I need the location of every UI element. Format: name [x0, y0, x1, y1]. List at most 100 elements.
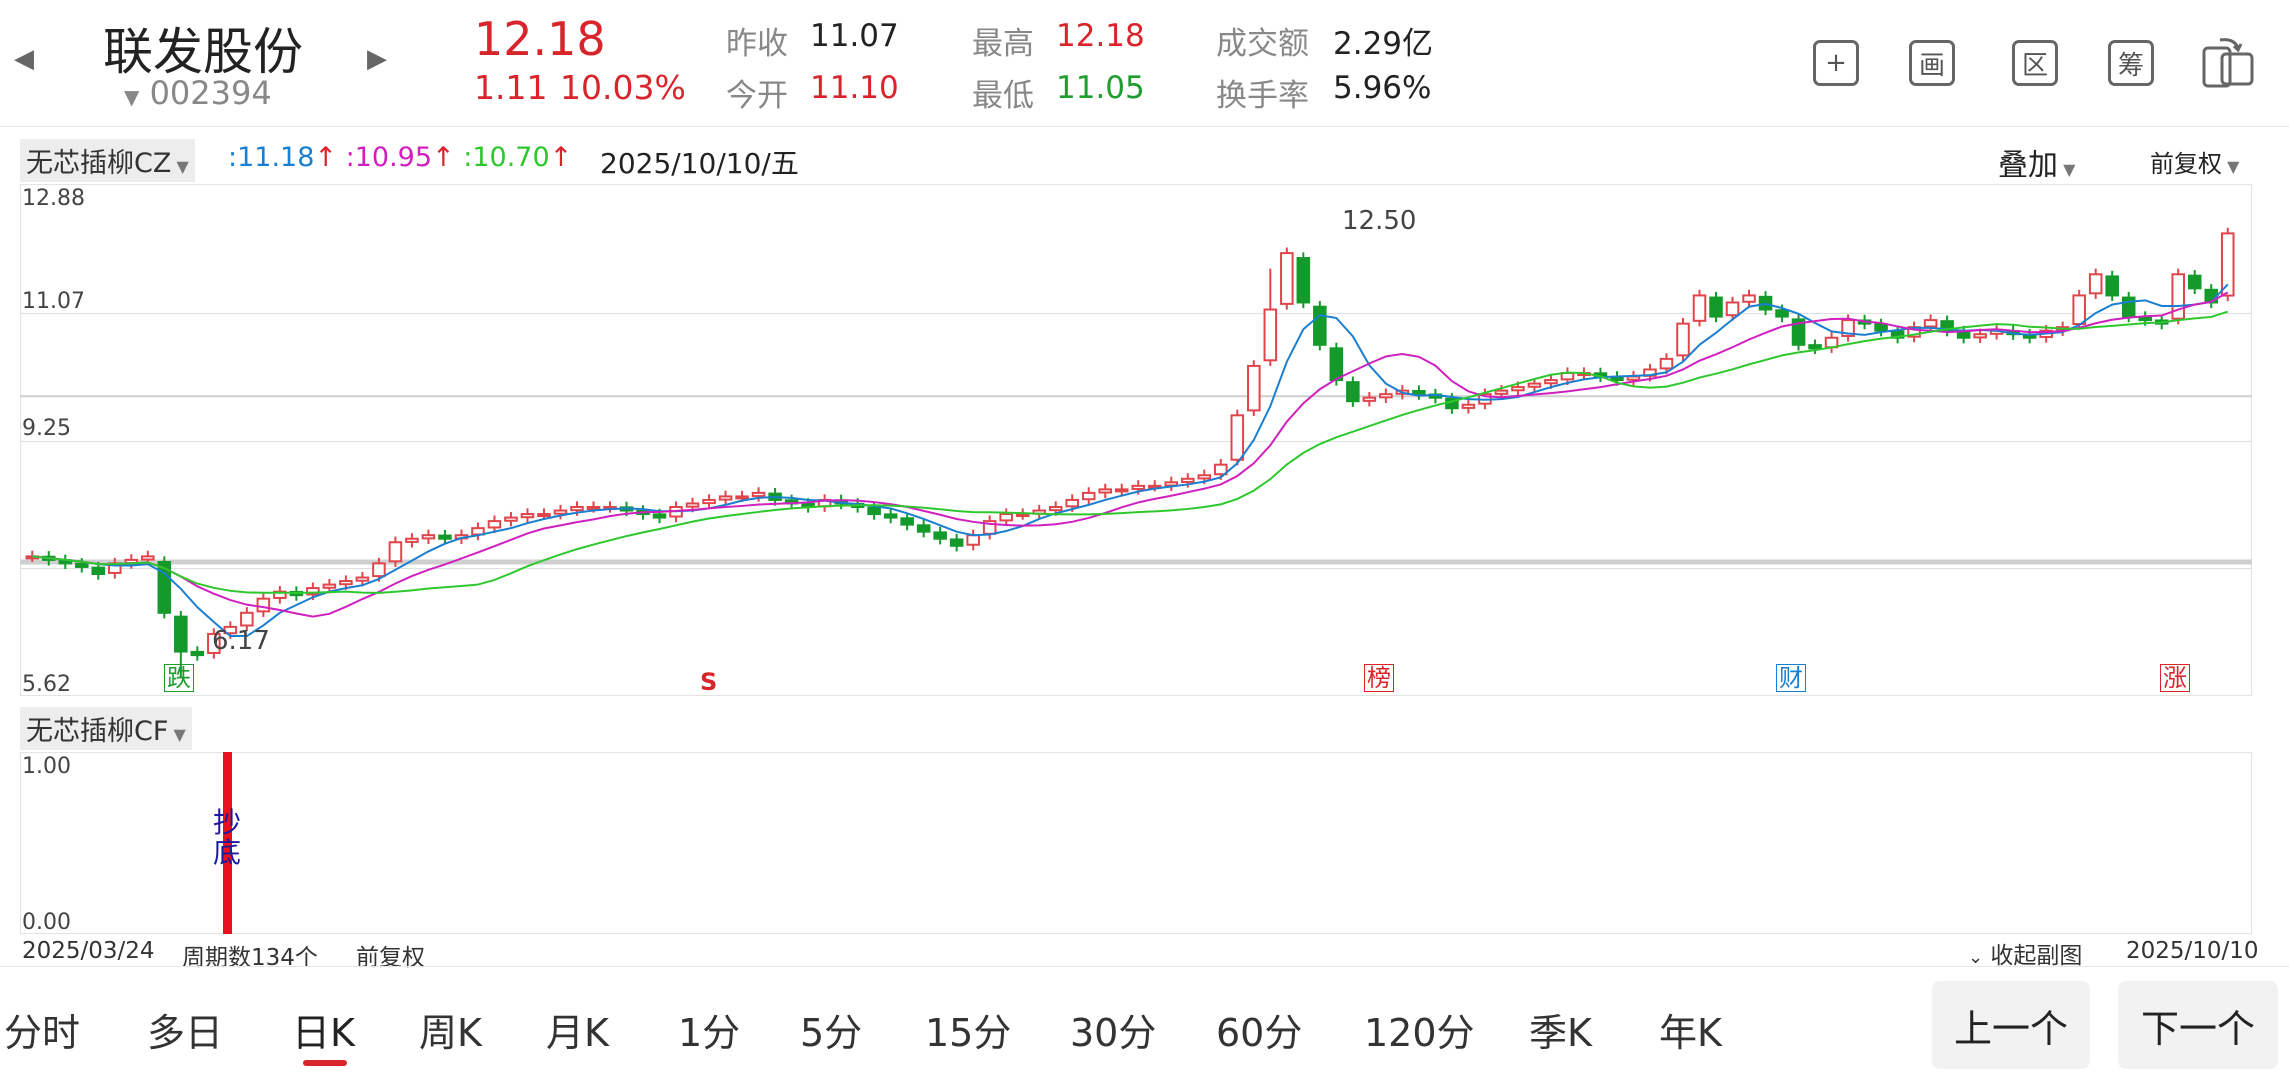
chip-icon[interactable]: 筹: [2108, 40, 2154, 86]
y-tick-top: 12.88: [22, 186, 85, 211]
chevron-down-icon: ▼: [2222, 157, 2240, 176]
sub-indicator-select[interactable]: 无芯插柳CF ▼: [20, 707, 192, 750]
candle-body: [2171, 273, 2186, 320]
candle-body: [916, 524, 931, 533]
tab-intraday[interactable]: 分时: [4, 1011, 81, 1055]
main-indicator-label: 无芯插柳CZ: [26, 148, 172, 179]
event-marker-rise[interactable]: 涨: [2160, 664, 2190, 692]
rotate-screen-icon[interactable]: [2200, 34, 2256, 90]
candle-body: [883, 513, 898, 519]
stock-code-text: 002394: [149, 74, 272, 112]
grid-line: [20, 313, 2252, 314]
main-chart-area[interactable]: [20, 184, 2252, 696]
next-stock-arrow-icon[interactable]: ▶: [367, 44, 387, 74]
candle-body: [570, 505, 584, 512]
event-marker-rank[interactable]: 榜: [1364, 664, 1394, 692]
quote-label-prev-close: 昨收: [726, 26, 788, 62]
bottom-signal-label: 抄底: [212, 806, 241, 869]
candle-body: [1247, 364, 1261, 412]
next-button[interactable]: 下一个: [2118, 981, 2278, 1069]
add-icon[interactable]: +: [1813, 40, 1859, 86]
tab-daily-k[interactable]: 日K: [292, 1011, 355, 1055]
high-price-label: 12.50: [1342, 206, 1417, 236]
candle-body: [702, 498, 716, 505]
ma-line-1: [32, 283, 2229, 638]
price-change-pct: 10.03%: [560, 68, 686, 107]
candle-body: [933, 531, 947, 540]
y-tick-3: 9.25: [22, 416, 71, 441]
up-arrow-icon: ↑: [432, 142, 455, 173]
candle-body: [1048, 505, 1063, 512]
candle-body: [520, 513, 535, 519]
candle-body: [1081, 491, 1096, 501]
candle-body: [966, 534, 980, 546]
candle-body: [91, 566, 106, 575]
chevron-down-icon: ⌄: [1968, 947, 1984, 968]
overlay-label: 叠加: [1998, 148, 2058, 183]
ma-line-2: [32, 291, 2229, 618]
tab-60min[interactable]: 60分: [1216, 1011, 1303, 1055]
event-marker-finance[interactable]: 财: [1776, 664, 1806, 692]
range-icon[interactable]: 区: [2012, 40, 2058, 86]
candle-body: [1015, 513, 1030, 518]
candle-body: [1511, 386, 1525, 392]
collapse-subchart-button[interactable]: ⌄ 收起副图: [1968, 936, 2082, 970]
candle-body: [1725, 301, 1740, 317]
candle-body: [1296, 257, 1311, 304]
candle-body: [1346, 381, 1360, 403]
candle-body: [1164, 481, 1179, 487]
tab-yearly-k[interactable]: 年K: [1659, 1011, 1722, 1055]
tab-multiday[interactable]: 多日: [147, 1011, 224, 1055]
event-marker-s[interactable]: S: [700, 668, 718, 696]
candle-body: [586, 505, 601, 510]
sub-chart-area[interactable]: [20, 752, 2252, 934]
tab-30min[interactable]: 30分: [1070, 1011, 1157, 1055]
candle-body: [1527, 382, 1542, 388]
up-arrow-icon: ↑: [314, 142, 338, 173]
adjust-label: 前复权: [2150, 150, 2222, 178]
event-marker-drop[interactable]: 跌: [164, 664, 194, 692]
candle-body: [388, 541, 403, 563]
candle-body: [421, 534, 436, 540]
candle-body: [1494, 389, 1509, 395]
current-price: 12.18: [474, 12, 606, 66]
candle-body: [1197, 474, 1212, 480]
candle-body: [1313, 305, 1327, 346]
candle-body: [900, 517, 914, 526]
stock-code[interactable]: ▼ 002394: [124, 74, 272, 112]
candle-body: [1808, 344, 1822, 350]
candle-body: [1692, 294, 1707, 322]
overlay-button[interactable]: 叠加 ▼: [1998, 140, 2075, 184]
tab-120min[interactable]: 120分: [1364, 1011, 1475, 1055]
candle-body: [1973, 333, 1987, 339]
candle-body: [1626, 375, 1641, 381]
tab-15min[interactable]: 15分: [925, 1011, 1012, 1055]
tab-monthly-k[interactable]: 月K: [546, 1011, 609, 1055]
candle-body: [1065, 498, 1080, 508]
candle-body: [240, 611, 254, 627]
main-indicator-select[interactable]: 无芯插柳CZ ▼: [20, 139, 195, 182]
candle-body: [322, 583, 337, 589]
candle-body: [652, 513, 667, 519]
candle-body: [487, 520, 502, 529]
y-tick-bottom: 5.62: [22, 672, 71, 697]
footer-divider: [0, 966, 2289, 967]
candle-body: [537, 513, 551, 518]
quote-label-high: 最高: [972, 26, 1034, 62]
grid-line: [20, 568, 2252, 569]
prev-stock-arrow-icon[interactable]: ◀: [14, 44, 34, 74]
tab-weekly-k[interactable]: 周K: [419, 1011, 482, 1055]
tab-quarterly-k[interactable]: 季K: [1529, 1011, 1592, 1055]
candle-body: [273, 590, 287, 599]
quote-value-low: 11.05: [1056, 70, 1145, 106]
candle-body: [141, 555, 155, 561]
collapse-label: 收起副图: [1990, 943, 2083, 969]
tab-5min[interactable]: 5分: [800, 1011, 863, 1055]
draw-icon[interactable]: 画: [1909, 40, 1955, 86]
prev-button[interactable]: 上一个: [1932, 981, 2090, 1069]
adjust-button[interactable]: 前复权 ▼: [2150, 144, 2239, 179]
candle-body: [1263, 308, 1278, 362]
stock-name: 联发股份: [103, 23, 303, 81]
chart-date: 2025/10/10/五: [600, 147, 799, 180]
tab-1min[interactable]: 1分: [678, 1011, 741, 1055]
